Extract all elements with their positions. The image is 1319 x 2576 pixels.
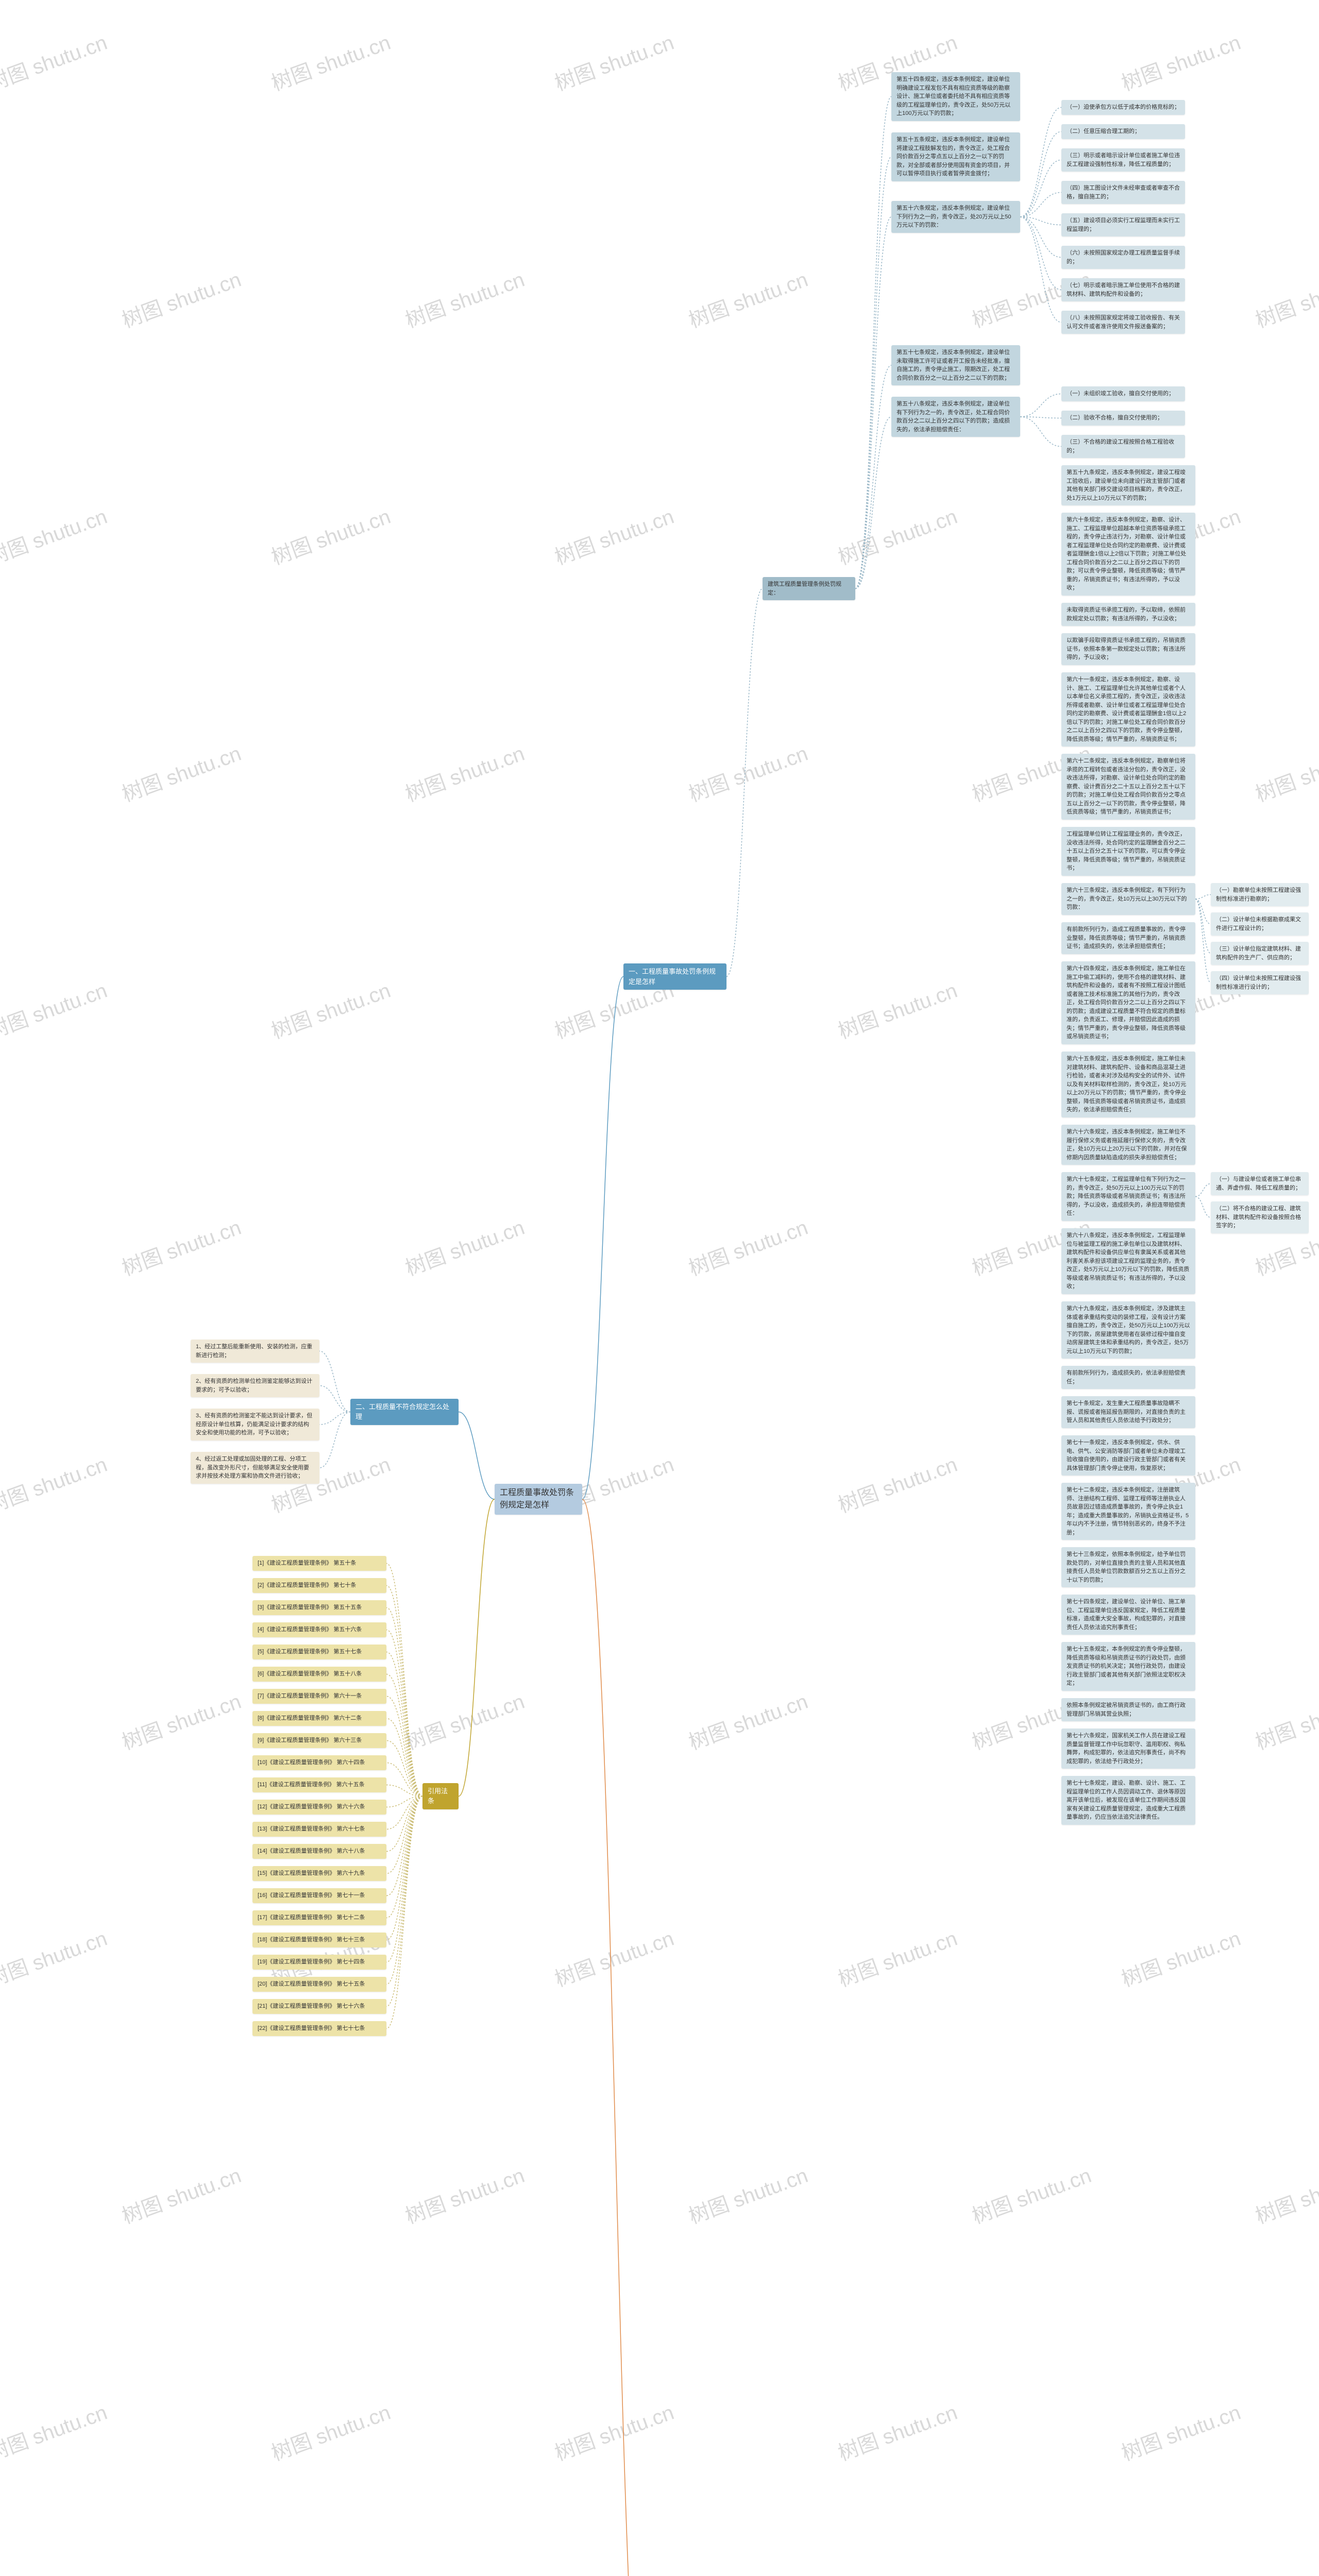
ref_20: [20]《建设工程质量管理条例》 第七十五条 xyxy=(252,1977,386,1992)
s1a: 建筑工程质量管理条例处罚规定： xyxy=(763,577,855,600)
s1a_3_6: （六）未按照国家规定办理工程质量监督手续的； xyxy=(1061,246,1185,269)
a74: 第七十四条规定，建设单位、设计单位、施工单位、工程监理单位违反国家规定，降低工程… xyxy=(1061,1595,1195,1635)
s1a_5_1: （一）未组织竣工验收，擅自交付使用的； xyxy=(1061,386,1185,401)
a63_1: （一）勘察单位未按照工程建设强制性标准进行勘察的； xyxy=(1211,883,1309,906)
s1a_3_4: （四）施工图设计文件未经审查或者审查不合格，擅自施工的； xyxy=(1061,181,1185,204)
ref_21: [21]《建设工程质量管理条例》 第七十六条 xyxy=(252,1999,386,2014)
a68: 第六十八条规定，违反本条例规定，工程监理单位与被监理工程的施工承包单位以及建筑材… xyxy=(1061,1228,1195,1294)
s1a_3_7: （七）明示或者暗示施工单位使用不合格的建筑材料、建筑构配件和设备的； xyxy=(1061,278,1185,301)
ref_11: [11]《建设工程质量管理条例》 第六十五条 xyxy=(252,1777,386,1792)
s2_3: 3、经有资质的检测鉴定不能达到设计要求，但经原设计单位核算，仍能满足设计要求的结… xyxy=(191,1409,319,1440)
a65: 第六十五条规定，违反本条例规定，施工单位未对建筑材料、建筑构配件、设备和商品混凝… xyxy=(1061,1052,1195,1117)
a76: 第七十六条规定，国家机关工作人员在建设工程质量监督管理工作中玩忽职守、滥用职权、… xyxy=(1061,1728,1195,1769)
a63: 第六十三条规定，违反本条例规定，有下列行为之一的，责令改正，处10万元以上30万… xyxy=(1061,883,1195,915)
ref_8: [8]《建设工程质量管理条例》 第六十二条 xyxy=(252,1711,386,1726)
ref_10: [10]《建设工程质量管理条例》 第六十四条 xyxy=(252,1755,386,1770)
a69b: 有前款所列行为，造成损失的，依法承担赔偿责任； xyxy=(1061,1366,1195,1389)
ref_16: [16]《建设工程质量管理条例》 第七十一条 xyxy=(252,1888,386,1903)
a67_2: （二）将不合格的建设工程、建筑材料、建筑构配件和设备按照合格签字的； xyxy=(1211,1201,1309,1233)
a67: 第六十七条规定，工程监理单位有下列行为之一的，责令改正，处50万元以上100万元… xyxy=(1061,1172,1195,1221)
a62: 第六十二条规定，违反本条例规定，勘察单位将承揽的工程转包或者违法分包的，责令改正… xyxy=(1061,754,1195,820)
a60: 第六十条规定，违反本条例规定，勘察、设计、施工、工程监理单位超越本单位资质等级承… xyxy=(1061,513,1195,596)
ref_6: [6]《建设工程质量管理条例》 第五十八条 xyxy=(252,1667,386,1682)
s1a_3_1: （一）迫使承包方以低于成本的价格竞标的； xyxy=(1061,100,1185,115)
s1a_2: 第五十五条规定，违反本条例规定，建设单位将建设工程肢解发包的，责令改正，处工程合… xyxy=(891,132,1020,181)
s1a_3_5: （五）建设项目必须实行工程监理而未实行工程监理的； xyxy=(1061,213,1185,236)
section-ref: 引用法条 xyxy=(422,1783,459,1809)
ref_13: [13]《建设工程质量管理条例》 第六十七条 xyxy=(252,1822,386,1837)
ref_15: [15]《建设工程质量管理条例》 第六十九条 xyxy=(252,1866,386,1881)
s1a_3_3: （三）明示或者暗示设计单位或者施工单位违反工程建设强制性标准，降低工程质量的； xyxy=(1061,148,1185,172)
s1a_3: 第五十六条规定，违反本条例规定，建设单位下列行为之一的，责令改正，处20万元以上… xyxy=(891,201,1020,233)
s1a_5_2: （二）验收不合格，擅自交付使用的； xyxy=(1061,411,1185,426)
ref_1: [1]《建设工程质量管理条例》 第五十条 xyxy=(252,1556,386,1571)
s2_1: 1、经过工整后能重新使用、安装的检测，应重新进行检测； xyxy=(191,1340,319,1363)
ref_4: [4]《建设工程质量管理条例》 第五十六条 xyxy=(252,1622,386,1637)
a60c: 以欺骗手段取得资质证书承揽工程的，吊销资质证书，依照本条第一款规定处以罚款；有违… xyxy=(1061,633,1195,665)
a66: 第六十六条规定，违反本条例规定，施工单位不履行保修义务或者拖延履行保修义务的，责… xyxy=(1061,1125,1195,1165)
a75b: 依照本条例规定被吊销资质证书的，由工商行政管理部门吊销其营业执照； xyxy=(1061,1698,1195,1721)
s1a_1: 第五十四条规定，违反本条例规定，建设单位明确建设工程发包不具有相应资质等级的勘察… xyxy=(891,72,1020,121)
s2_2: 2、经有资质的检测单位检测鉴定能够达到设计要求的；可予以验收； xyxy=(191,1374,319,1397)
a70: 第七十条规定，发生重大工程质量事故隐瞒不报、谎报或者拖延报告期限的，对直接负责的… xyxy=(1061,1396,1195,1428)
a77: 第七十七条规定，建设、勘察、设计、施工、工程监理单位的工作人员因调动工作、退休等… xyxy=(1061,1776,1195,1825)
ref_19: [19]《建设工程质量管理条例》 第七十四条 xyxy=(252,1955,386,1970)
s1a_5_3: （三）不合格的建设工程按照合格工程验收的； xyxy=(1061,435,1185,458)
a73: 第七十三条规定，依照本条例规定，给予单位罚款处罚的，对单位直接负责的主管人员和其… xyxy=(1061,1547,1195,1587)
ref_2: [2]《建设工程质量管理条例》 第七十条 xyxy=(252,1578,386,1593)
ref_7: [7]《建设工程质量管理条例》 第六十一条 xyxy=(252,1689,386,1704)
a63_2: （二）设计单位未根据勘察成果文件进行工程设计的； xyxy=(1211,912,1309,936)
a72: 第七十二条规定，违反本条例规定，注册建筑师、注册结构工程师、监理工程师等注册执业… xyxy=(1061,1483,1195,1540)
a63_4: （四）设计单位未按照工程建设强制性标准进行设计的； xyxy=(1211,971,1309,994)
a60b: 未取得资质证书承揽工程的，予以取缔，依照前款规定处以罚款；有违法所得的，予以没收… xyxy=(1061,603,1195,626)
section-2: 二、工程质量不符合规定怎么处理 xyxy=(350,1399,459,1425)
mindmap-canvas: 工程质量事故处罚条例规定是怎样 一、工程质量事故处罚条例规定是怎样 建筑工程质量管理… xyxy=(0,0,1319,2576)
s1a_3_2: （二）任意压缩合理工期的； xyxy=(1061,124,1185,139)
ref_5: [5]《建设工程质量管理条例》 第五十七条 xyxy=(252,1645,386,1659)
a59: 第五十九条规定，违反本条例规定，建设工程竣工验收后，建设单位未向建设行政主管部门… xyxy=(1061,465,1195,505)
ref_17: [17]《建设工程质量管理条例》 第七十二条 xyxy=(252,1910,386,1925)
a64: 第六十四条规定，违反本条例规定，施工单位在施工中偷工减料的，使用不合格的建筑材料… xyxy=(1061,961,1195,1044)
ref_22: [22]《建设工程质量管理条例》 第七十七条 xyxy=(252,2021,386,2036)
a63b: 有前款所列行为，造成工程质量事故的，责令停业整顿，降低资质等级；情节严重的，吊销… xyxy=(1061,922,1195,954)
ref_3: [3]《建设工程质量管理条例》 第五十五条 xyxy=(252,1600,386,1615)
s1a_4: 第五十七条规定，违反本条例规定，建设单位未取得施工许可证或者开工报告未经批准，擅… xyxy=(891,345,1020,385)
root-node: 工程质量事故处罚条例规定是怎样 xyxy=(495,1484,582,1515)
ref_12: [12]《建设工程质量管理条例》 第六十六条 xyxy=(252,1800,386,1815)
a61: 第六十一条规定，违反本条例规定，勘察、设计、施工、工程监理单位允许其他单位或者个… xyxy=(1061,672,1195,747)
a75: 第七十五条规定，本条例规定的责令停业整顿，降低资质等级和吊销资质证书的行政处罚，… xyxy=(1061,1642,1195,1691)
a69: 第六十九条规定，违反本条例规定，涉及建筑主体或者承重结构变动的装修工程，没有设计… xyxy=(1061,1301,1195,1359)
a71: 第七十一条规定，违反本条例规定，供水、供电、供气、公安消防等部门或者单位未办理竣… xyxy=(1061,1435,1195,1476)
ref_18: [18]《建设工程质量管理条例》 第七十三条 xyxy=(252,1933,386,1947)
ref_9: [9]《建设工程质量管理条例》 第六十三条 xyxy=(252,1733,386,1748)
a63_3: （三）设计单位指定建筑材料、建筑构配件的生产厂、供应商的； xyxy=(1211,942,1309,965)
s2_4: 4、经过返工处理或加固处理的工程、分项工程，虽改变外形尺寸，但能够满足安全使用要… xyxy=(191,1452,319,1484)
s1a_5: 第五十八条规定，违反本条例规定，建设单位有下列行为之一的，责令改正，处工程合同价… xyxy=(891,397,1020,437)
a67_1: （一）与建设单位或者施工单位串通、弄虚作假、降低工程质量的； xyxy=(1211,1172,1309,1195)
ref_14: [14]《建设工程质量管理条例》 第六十八条 xyxy=(252,1844,386,1859)
s1a_3_8: （八）未按照国家规定将竣工验收报告、有关认可文件或者准许使用文件报送备案的； xyxy=(1061,311,1185,334)
a62b: 工程监理单位转让工程监理业务的，责令改正，没收违法所得，处合同约定的监理酬金百分… xyxy=(1061,827,1195,876)
section-1: 一、工程质量事故处罚条例规定是怎样 xyxy=(623,963,726,990)
